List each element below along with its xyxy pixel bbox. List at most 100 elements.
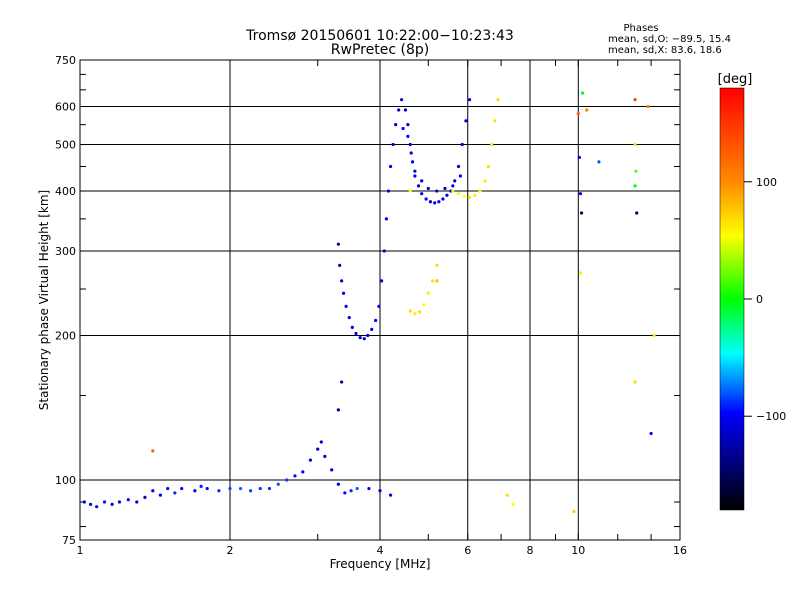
data-point — [597, 160, 601, 164]
data-point — [441, 197, 445, 201]
data-point — [633, 98, 637, 102]
y-tick-label: 400 — [55, 185, 76, 198]
data-point — [205, 486, 209, 491]
data-point — [433, 201, 437, 205]
data-point — [249, 489, 253, 493]
data-point — [467, 98, 472, 102]
colorbar-ticks: 100 0 −100 — [744, 176, 786, 423]
data-point — [350, 325, 354, 329]
data-point — [473, 193, 477, 197]
data-point — [88, 502, 93, 506]
data-point — [467, 195, 472, 199]
data-point — [173, 491, 177, 495]
data-point — [355, 486, 359, 491]
data-point — [362, 337, 366, 341]
colorbar-tick-label: 0 — [756, 293, 763, 306]
data-point — [646, 104, 650, 109]
data-point — [406, 123, 410, 127]
data-point — [316, 447, 320, 451]
plot-area — [79, 59, 681, 541]
data-point — [493, 119, 497, 123]
data-point — [301, 470, 305, 474]
data-point — [426, 291, 430, 295]
chart-title: Tromsø 20150601 10:22:00−10:23:43 — [245, 28, 514, 44]
data-point — [464, 119, 468, 123]
x-tick-label: 2 — [227, 544, 234, 557]
data-point — [228, 486, 232, 491]
data-point — [430, 279, 435, 283]
data-points — [82, 91, 656, 514]
data-point — [445, 193, 449, 197]
data-point — [180, 486, 184, 491]
data-point — [340, 279, 344, 283]
data-point — [394, 123, 398, 127]
y-tick-label: 75 — [62, 534, 76, 547]
gridlines — [80, 60, 680, 540]
data-point — [166, 486, 170, 491]
y-tick-label: 100 — [55, 474, 76, 487]
data-point — [403, 108, 408, 112]
data-point — [413, 169, 417, 173]
data-point — [458, 174, 463, 178]
data-point — [344, 304, 348, 309]
data-point — [435, 263, 439, 267]
data-point — [478, 189, 482, 193]
data-point — [258, 486, 262, 491]
data-point — [576, 111, 580, 116]
data-point — [483, 179, 487, 183]
data-point — [238, 486, 243, 491]
colorbar-label: [deg] — [718, 72, 753, 87]
data-point — [635, 211, 639, 215]
y-axis-label: Stationary phase Virtual Height [km] — [37, 190, 51, 410]
data-point — [428, 200, 433, 204]
data-point — [435, 189, 439, 193]
data-point — [408, 309, 412, 313]
x-axis-label: Frequency [MHz] — [330, 557, 431, 571]
x-tick-labels: 1 2 4 6 8 10 16 — [77, 544, 688, 557]
data-point — [443, 186, 447, 191]
data-point — [408, 142, 412, 147]
data-point — [420, 192, 424, 196]
data-point — [400, 98, 404, 102]
data-point — [408, 189, 412, 193]
data-point — [578, 192, 583, 196]
data-point — [382, 249, 386, 253]
data-point — [338, 263, 342, 267]
data-point — [336, 482, 340, 486]
data-point — [578, 271, 583, 275]
stats-line-o: mean, sd,O: −89.5, 15.4 — [608, 34, 731, 45]
x-tick-label: 1 — [77, 544, 84, 557]
data-point — [397, 108, 401, 112]
data-point — [319, 440, 323, 444]
data-point — [158, 493, 163, 497]
data-point — [505, 493, 509, 497]
data-point — [354, 331, 358, 336]
data-point — [451, 184, 455, 188]
data-point — [380, 279, 384, 283]
data-point — [453, 179, 457, 183]
data-point — [511, 502, 515, 506]
y-tick-label: 500 — [55, 139, 76, 152]
data-point — [347, 315, 351, 320]
stats-line-x: mean, sd,X: 83.6, 18.6 — [608, 45, 722, 56]
data-point — [336, 408, 340, 412]
data-point — [422, 302, 426, 307]
data-point — [193, 489, 197, 493]
data-point — [437, 200, 441, 204]
data-point — [456, 164, 461, 169]
data-point — [409, 151, 413, 155]
data-point — [330, 468, 334, 472]
y-tick-label: 300 — [55, 245, 76, 258]
data-point — [343, 491, 347, 495]
data-point — [633, 142, 637, 147]
data-point — [456, 192, 461, 196]
data-point — [358, 336, 362, 340]
data-point — [652, 333, 656, 338]
data-point — [323, 454, 327, 459]
data-point — [143, 495, 147, 500]
data-point — [490, 142, 494, 147]
data-point — [410, 160, 415, 164]
stats-heading: Phases — [623, 23, 658, 34]
data-point — [579, 211, 584, 215]
data-point — [486, 164, 490, 169]
